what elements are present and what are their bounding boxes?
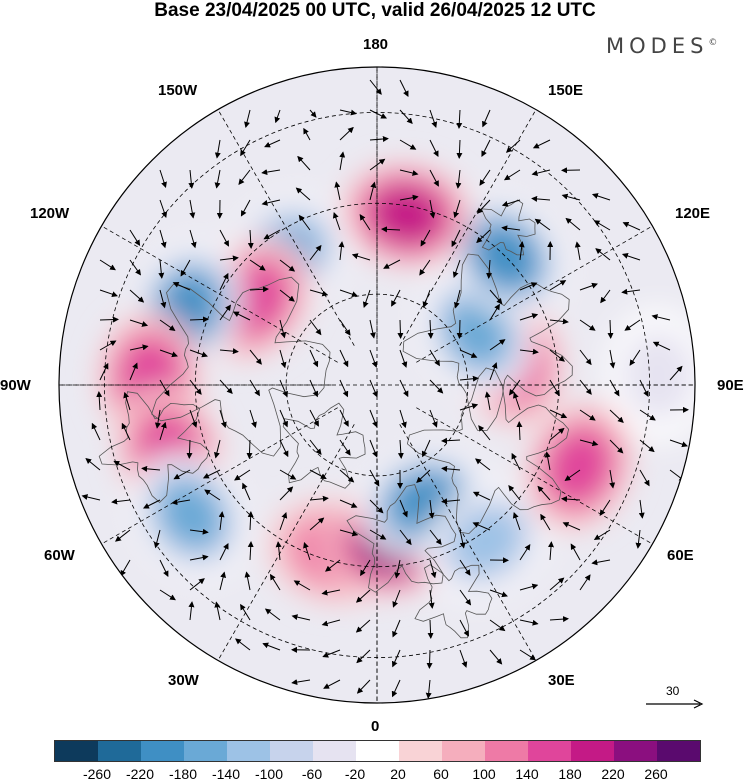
lon-label-0: 0 bbox=[371, 718, 379, 736]
colorbar-tick-label: 180 bbox=[558, 766, 581, 782]
lon-label-120w: 120W bbox=[30, 205, 69, 223]
wind-vector bbox=[460, 320, 461, 338]
colorbar bbox=[54, 740, 701, 762]
lon-label-120e: 120E bbox=[675, 205, 710, 223]
colorbar-tick-label: 140 bbox=[515, 766, 538, 782]
colorbar-tick-label: 60 bbox=[433, 766, 449, 782]
lon-label-90w: 90W bbox=[0, 377, 31, 395]
colorbar-tick-label: -140 bbox=[212, 766, 240, 782]
colorbar-swatch bbox=[184, 741, 227, 761]
wind-vector bbox=[189, 440, 190, 458]
colorbar-swatch bbox=[270, 741, 313, 761]
colorbar-tick-label: -60 bbox=[302, 766, 322, 782]
lon-label-150e: 150E bbox=[548, 82, 583, 100]
wind-vector bbox=[249, 440, 250, 458]
colorbar-swatch bbox=[313, 741, 356, 761]
colorbar-ticks: -260 -220 -180 -140 -100 -60 -20 20 60 100 140 180 2… bbox=[0, 766, 750, 784]
lon-label-30e: 30E bbox=[548, 672, 575, 690]
lon-label-180: 180 bbox=[363, 36, 388, 54]
wind-vector bbox=[400, 320, 401, 338]
wind-vector bbox=[100, 319, 118, 320]
reference-vector-arrow bbox=[644, 694, 704, 714]
colorbar-swatch bbox=[141, 741, 184, 761]
colorbar-swatch bbox=[614, 741, 657, 761]
colorbar-tick-label: 100 bbox=[472, 766, 495, 782]
colorbar-tick-label: -260 bbox=[83, 766, 111, 782]
lon-label-60w: 60W bbox=[44, 547, 75, 565]
colorbar-tick-label: -100 bbox=[255, 766, 283, 782]
colorbar-swatch bbox=[657, 741, 700, 761]
colorbar-tick-label: -20 bbox=[345, 766, 365, 782]
colorbar-tick-label: -180 bbox=[169, 766, 197, 782]
wind-vector bbox=[610, 320, 611, 338]
colorbar-tick-label: 220 bbox=[601, 766, 624, 782]
colorbar-swatch bbox=[528, 741, 571, 761]
lon-label-90e: 90E bbox=[717, 377, 744, 395]
colorbar-swatch bbox=[571, 741, 614, 761]
colorbar-swatch bbox=[55, 741, 98, 761]
colorbar-swatch bbox=[485, 741, 528, 761]
colorbar-tick-label: 260 bbox=[644, 766, 667, 782]
colorbar-swatch bbox=[399, 741, 442, 761]
lon-label-60e: 60E bbox=[667, 547, 694, 565]
colorbar-tick-label: -220 bbox=[126, 766, 154, 782]
colorbar-tick-label: 20 bbox=[390, 766, 406, 782]
colorbar-swatch bbox=[442, 741, 485, 761]
colorbar-swatch bbox=[227, 741, 270, 761]
colorbar-swatch bbox=[356, 741, 399, 761]
lon-label-150w: 150W bbox=[158, 82, 197, 100]
colorbar-swatch bbox=[98, 741, 141, 761]
lon-label-30w: 30W bbox=[168, 672, 199, 690]
